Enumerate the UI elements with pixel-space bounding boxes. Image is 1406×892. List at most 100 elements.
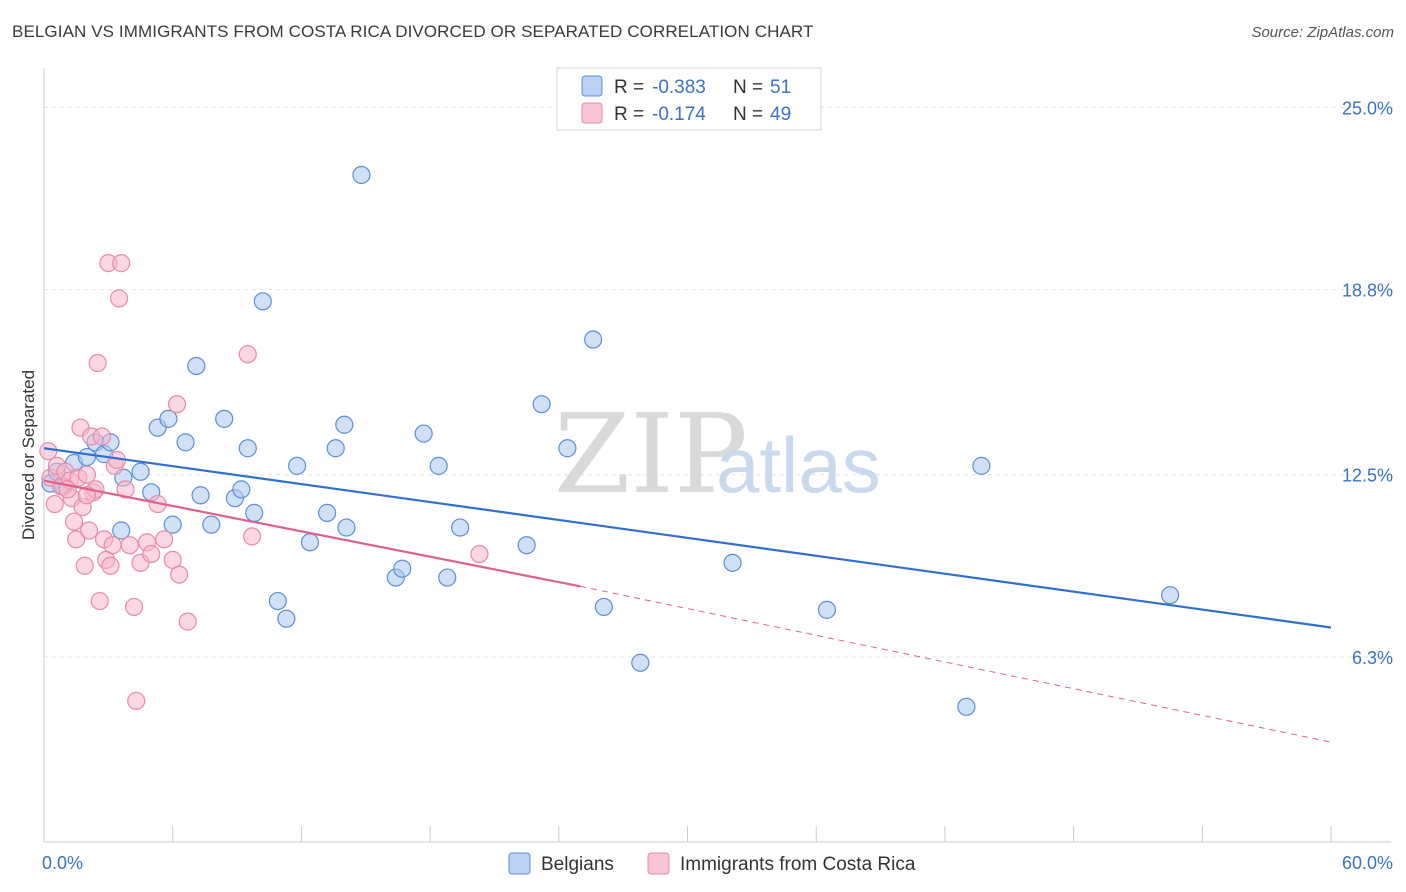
point-belgians-43 [631, 653, 650, 672]
stats-legend-r-label-0: R = [614, 77, 644, 98]
point-costa-rica-32 [120, 536, 139, 555]
point-costa-rica-42 [170, 565, 189, 584]
point-belgians-44 [723, 553, 742, 572]
point-belgians-45 [817, 600, 837, 619]
watermark-atlas: atlas [716, 421, 881, 509]
point-belgians-24 [277, 609, 296, 628]
trend-line-belgians [43, 447, 1332, 629]
point-belgians-46 [957, 697, 976, 716]
stats-legend-r-value-1: -0.174 [652, 104, 706, 125]
trend-line-extension-costa-rica [580, 585, 1332, 743]
chart-title: BELGIAN VS IMMIGRANTS FROM COSTA RICA DI… [12, 22, 814, 41]
point-costa-rica-33 [124, 597, 144, 617]
watermark: ZIP atlas [554, 390, 881, 518]
point-costa-rica-46 [470, 544, 489, 564]
data-points [39, 165, 1180, 716]
point-costa-rica-21 [92, 427, 112, 446]
point-costa-rica-9 [67, 530, 86, 549]
point-costa-rica-39 [155, 530, 174, 549]
trend-line-costa-rica [43, 479, 581, 588]
point-costa-rica-20 [90, 591, 109, 611]
point-belgians-26 [300, 533, 320, 552]
point-costa-rica-47 [77, 486, 97, 505]
point-belgians-15 [191, 486, 210, 505]
point-belgians-25 [288, 456, 307, 475]
point-belgians-14 [187, 356, 206, 376]
watermark-zip: ZIP [554, 390, 748, 518]
point-belgians-19 [232, 480, 251, 499]
stats-legend-n-label-0: N = [733, 77, 763, 98]
point-belgians-37 [451, 518, 470, 537]
point-belgians-34 [414, 424, 433, 443]
point-belgians-21 [245, 503, 264, 522]
point-belgians-41 [584, 330, 603, 349]
stats-legend-swatch-0 [581, 75, 603, 97]
point-belgians-20 [238, 439, 257, 458]
y-tick-label-3: 25.0% [1342, 98, 1393, 118]
point-costa-rica-0 [39, 442, 58, 461]
point-belgians-16 [202, 515, 221, 534]
point-costa-rica-44 [238, 345, 257, 364]
gridlines [44, 106, 1391, 658]
x-tick-labels: 0.0% 60.0% [42, 853, 1393, 873]
point-costa-rica-26 [103, 536, 122, 555]
point-costa-rica-2 [45, 494, 64, 514]
point-belgians-12 [163, 515, 182, 534]
trend-lines [43, 447, 1332, 743]
x-tick-label-1: 60.0% [1342, 853, 1393, 873]
x-tick-label-0: 0.0% [42, 853, 83, 873]
point-belgians-29 [335, 415, 354, 434]
y-tick-label-1: 12.5% [1342, 466, 1393, 486]
point-costa-rica-15 [79, 521, 99, 540]
point-costa-rica-13 [75, 556, 94, 575]
stats-legend-n-label-1: N = [733, 104, 763, 125]
point-belgians-38 [517, 536, 536, 555]
point-belgians-11 [159, 409, 178, 428]
stats-legend-n-value-1: 49 [770, 104, 791, 125]
point-costa-rica-25 [101, 556, 120, 575]
point-costa-rica-37 [142, 544, 161, 564]
point-belgians-8 [131, 462, 150, 481]
y-tick-label-2: 18.8% [1342, 281, 1393, 301]
point-costa-rica-8 [64, 512, 84, 531]
series-legend-label-1: Immigrants from Costa Rica [680, 854, 916, 875]
point-costa-rica-31 [116, 480, 135, 499]
stats-legend-swatch-1 [581, 102, 603, 124]
point-costa-rica-19 [88, 353, 107, 373]
point-costa-rica-45 [242, 527, 262, 546]
y-tick-label-0: 6.3% [1352, 648, 1393, 668]
point-belgians-33 [393, 559, 412, 578]
point-belgians-35 [429, 456, 448, 475]
source-label: Source: ZipAtlas.com [1251, 24, 1394, 41]
point-belgians-30 [337, 518, 356, 537]
series-legend-label-0: Belgians [541, 854, 614, 875]
stats-legend-r-value-0: -0.383 [652, 77, 706, 98]
point-belgians-39 [532, 395, 551, 414]
point-costa-rica-41 [167, 395, 187, 414]
point-belgians-40 [558, 439, 577, 458]
point-costa-rica-34 [127, 691, 146, 711]
point-belgians-23 [268, 591, 287, 611]
point-belgians-36 [438, 568, 457, 587]
point-belgians-31 [352, 165, 371, 185]
series-legend-swatch-1 [647, 852, 670, 875]
point-belgians-27 [318, 503, 337, 522]
y-axis-label: Divorced or Separated [19, 370, 38, 540]
stats-legend-n-value-0: 51 [770, 77, 791, 98]
point-belgians-28 [326, 439, 345, 458]
point-belgians-7 [112, 521, 131, 540]
point-costa-rica-30 [112, 254, 131, 273]
series-legend-swatch-0 [508, 852, 531, 875]
point-belgians-48 [1161, 586, 1180, 605]
series-legend: Belgians Immigrants from Costa Rica [508, 852, 916, 875]
point-belgians-17 [215, 409, 234, 428]
point-costa-rica-14 [77, 465, 97, 484]
point-belgians-22 [253, 292, 272, 311]
point-costa-rica-43 [178, 612, 197, 631]
stats-legend-r-label-1: R = [614, 104, 644, 125]
point-costa-rica-29 [109, 289, 129, 308]
y-tick-labels: 6.3% 12.5% 18.8% 25.0% [1342, 98, 1393, 667]
point-belgians-13 [176, 433, 195, 452]
point-belgians-3 [77, 447, 97, 467]
